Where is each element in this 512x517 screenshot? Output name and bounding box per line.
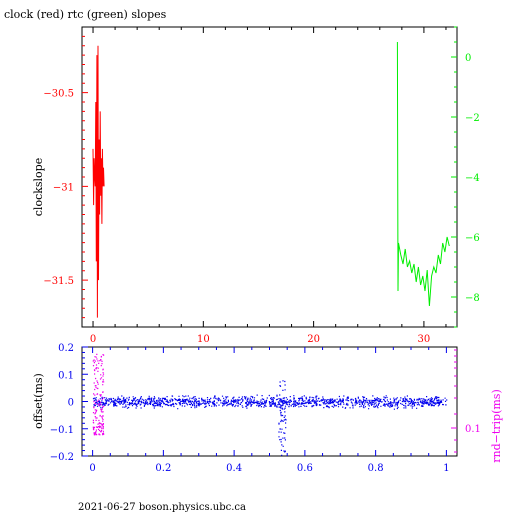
top-x-tick-label: 20 (307, 334, 320, 345)
bottom-y-axis-label-right: rnd−trip(ms) (490, 389, 503, 463)
top-right-y-tick-label: −2 (465, 113, 480, 124)
bottom-x-tick-label: 0.4 (226, 463, 242, 474)
bottom-x-tick-label: 0.6 (297, 463, 313, 474)
bottom-left-y-tick-label: 0.1 (58, 370, 74, 381)
top-left-y-tick-label: −31.5 (43, 276, 74, 287)
top-x-tick-label: 10 (197, 334, 210, 345)
offset-scatter-points (92, 380, 448, 456)
top-x-tick-label: 0 (90, 334, 96, 345)
bottom-x-tick-label: 0 (89, 463, 95, 474)
top-y-axis-label: clockslope (32, 158, 45, 216)
bottom-x-tick-label: 0.2 (155, 463, 171, 474)
top-plot-frame (81, 26, 458, 328)
bottom-x-tick-label: 0.8 (368, 463, 384, 474)
bottom-right-y-tick-label: 0.1 (465, 424, 481, 435)
rtc-slope-line (396, 41, 450, 307)
top-left-y-tick-label: −31 (53, 182, 74, 193)
top-left-y-tick-label: −30.5 (43, 89, 74, 100)
top-x-tick-label: 30 (418, 334, 431, 345)
top-right-y-tick-label: −8 (465, 293, 480, 304)
chart-title: clock (red) rtc (green) slopes (4, 8, 167, 21)
bottom-series-group (92, 353, 448, 456)
top-right-y-tick-label: −6 (465, 233, 480, 244)
top-right-y-tick-label: −4 (465, 173, 480, 184)
bottom-left-y-tick-label: 0 (68, 398, 74, 409)
clock-slope-line (92, 45, 105, 318)
bottom-axis-ticks: 0 0.2 0.4 0.6 0.8 1 0.2 0.1 0 −0.1 −0.2 0.1 (50, 343, 481, 474)
bottom-left-y-tick-label: 0.2 (58, 343, 74, 354)
bottom-x-tick-label: 1 (443, 463, 449, 474)
top-axis-ticks: 0 10 20 30 −30.5 −31 −31.5 0 −2 −4 −6 −8 (43, 26, 480, 345)
bottom-left-y-tick-label: −0.1 (50, 425, 74, 436)
footer-text: 2021-06-27 boson.physics.ubc.ca (78, 502, 246, 512)
bottom-left-y-tick-label: −0.2 (50, 452, 74, 463)
bottom-y-axis-label-left: offset(ms) (32, 373, 45, 429)
rnd-trip-scatter-points (92, 353, 105, 436)
top-right-y-tick-label: 0 (465, 53, 471, 64)
top-series-group (92, 41, 450, 318)
